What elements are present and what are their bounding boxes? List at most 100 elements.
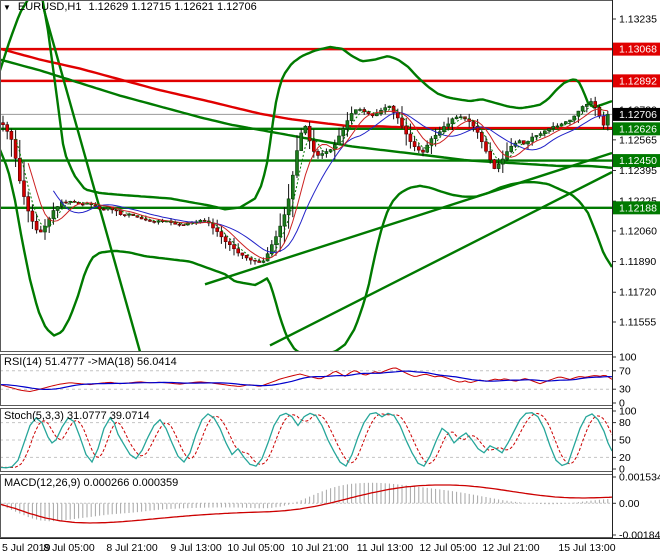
- bearish-candle: [316, 151, 320, 156]
- bullish-candle: [55, 206, 60, 211]
- bearish-candle: [244, 254, 249, 259]
- bid-price-label-box: [613, 107, 660, 121]
- bearish-candle: [257, 260, 262, 263]
- bearish-candle: [232, 244, 236, 250]
- bullish-candle: [605, 114, 610, 126]
- price-tick-label: 1.11720: [619, 287, 656, 299]
- support-price-label-box: [613, 201, 660, 215]
- bearish-candle: [173, 222, 177, 225]
- bearish-candle: [144, 218, 148, 221]
- bearish-candle: [307, 125, 312, 142]
- bearish-candle: [177, 223, 182, 226]
- bollinger-lower-band: [0, 149, 612, 352]
- bullish-candle: [580, 106, 585, 112]
- stoch-tick-label: 0: [619, 464, 625, 476]
- bearish-candle: [9, 130, 14, 140]
- bearish-candle: [81, 203, 85, 206]
- bullish-candle: [43, 225, 47, 233]
- resistance-price-label: 1.12892: [619, 75, 657, 87]
- bullish-candle: [51, 210, 56, 219]
- rsi-tick-label: 0: [619, 398, 625, 410]
- bullish-candle: [547, 128, 551, 132]
- bearish-candle: [404, 125, 409, 135]
- bearish-candle: [152, 221, 156, 223]
- panel-frames: [0, 0, 660, 539]
- bearish-candle: [123, 214, 127, 216]
- bearish-candle: [412, 141, 417, 147]
- support-price-label: 1.12450: [619, 155, 657, 167]
- bullish-candle: [68, 200, 72, 203]
- stoch-tick-label: 50: [619, 435, 631, 447]
- bearish-candle: [236, 248, 240, 254]
- time-tick-label: 12 Jul 21:00: [482, 542, 539, 554]
- bullish-candle: [328, 149, 333, 152]
- bullish-candle: [433, 134, 438, 140]
- bullish-candle: [442, 126, 446, 133]
- bullish-candle: [538, 133, 543, 136]
- stoch-tick-label: 100: [619, 406, 637, 418]
- time-tick-label: 8 Jul 21:00: [106, 542, 158, 554]
- bearish-candle: [479, 132, 484, 143]
- bearish-candle: [492, 159, 497, 169]
- bullish-candle: [572, 115, 577, 121]
- bearish-candle: [228, 241, 232, 245]
- time-tick-label: 15 Jul 13:00: [558, 542, 615, 554]
- bullish-candle: [458, 116, 463, 119]
- bullish-candle: [496, 163, 501, 169]
- bearish-candle: [1, 122, 5, 125]
- bearish-candle: [26, 196, 31, 212]
- symbol-period-label: EURUSD,H1: [17, 1, 82, 13]
- price-tick-label: 1.12060: [619, 225, 657, 237]
- bullish-candle: [265, 253, 270, 262]
- bullish-candle: [555, 125, 560, 128]
- bullish-candle: [282, 214, 287, 227]
- bullish-candle: [299, 132, 304, 151]
- stoch-panel: [0, 412, 612, 469]
- bearish-candle: [475, 125, 480, 133]
- bullish-candle: [454, 116, 459, 120]
- trendline: [204, 151, 612, 286]
- resistance-price-label-box: [613, 74, 660, 88]
- bearish-candle: [311, 140, 316, 152]
- bullish-candle: [450, 118, 455, 125]
- bullish-candle: [559, 123, 564, 127]
- bearish-candle: [240, 252, 245, 256]
- chart-title: ▼ EURUSD,H1 1.12629 1.12715 1.12621 1.12…: [3, 1, 257, 13]
- resistance-price-label: 1.13068: [619, 44, 657, 56]
- bollinger-upper-band: [0, 0, 612, 211]
- stoch-d-line: [0, 412, 612, 468]
- macd-indicator-label: MACD(12,26,9) 0.000266 0.000359: [4, 477, 179, 489]
- rsi-indicator-label: RSI(14) 51.4777 ->MA(18) 56.0414: [4, 356, 177, 368]
- bullish-candle: [303, 125, 308, 134]
- chart-dropdown-arrow-icon[interactable]: ▼: [3, 2, 11, 12]
- bearish-candle: [601, 115, 606, 126]
- stoch-tick-label: 80: [619, 417, 631, 429]
- bullish-candle: [345, 120, 350, 130]
- bearish-candle: [13, 139, 18, 159]
- bearish-candle: [219, 231, 224, 238]
- bid-price-label: 1.12706: [619, 109, 657, 121]
- stoch-tick-label: 20: [619, 452, 631, 464]
- bullish-candle: [358, 109, 362, 111]
- bullish-candle: [274, 236, 278, 245]
- bearish-candle: [17, 158, 22, 182]
- bullish-candle: [337, 135, 341, 145]
- bearish-candle: [34, 220, 39, 231]
- time-axis-scale[interactable]: [0, 539, 660, 560]
- slow-ma-green-line: [0, 58, 612, 169]
- bearish-candle: [118, 210, 123, 215]
- bullish-candle: [542, 130, 547, 134]
- main-panel: [0, 0, 612, 352]
- support-price-label-box: [613, 154, 660, 168]
- price-axis-scale[interactable]: [612, 0, 660, 538]
- bearish-candle: [5, 124, 9, 132]
- bearish-candle: [400, 117, 404, 127]
- bullish-candle: [429, 138, 434, 146]
- time-tick-label: 9 Jul 13:00: [170, 542, 222, 554]
- bullish-candle: [295, 150, 299, 176]
- price-tick-label: 1.11890: [619, 256, 656, 268]
- bearish-candle: [181, 224, 186, 226]
- bearish-candle: [114, 209, 119, 212]
